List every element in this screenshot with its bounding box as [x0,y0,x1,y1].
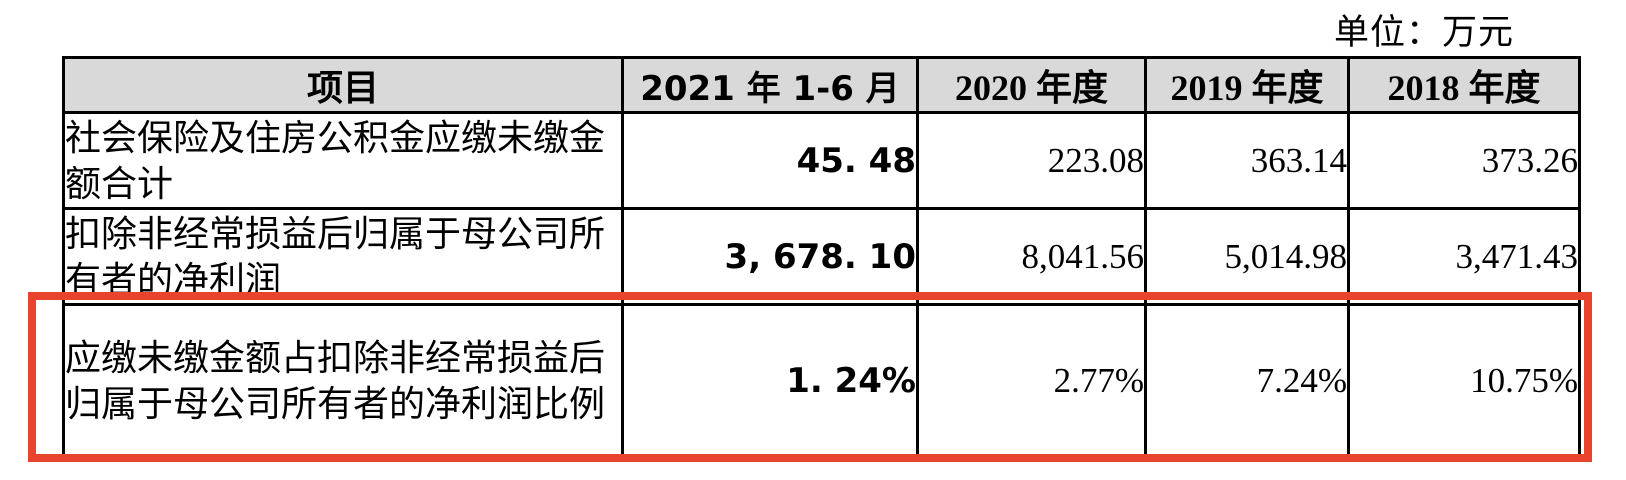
financial-table: 项目 2021 年 1-6 月 2020 年度 2019 年度 2018 年度 … [62,56,1581,459]
cell-value: 1. 24% [621,303,919,459]
cell-value: 45. 48 [621,111,919,210]
cell-value: 223.08 [916,111,1147,210]
row-label: 扣除非经常损益后归属于母公司所有者的净利润 [62,207,624,306]
column-header-2020: 2020 年度 [916,56,1147,114]
cell-value: 3,471.43 [1347,207,1581,306]
unit-label: 单位：万元 [1333,13,1514,52]
row-label: 应缴未缴金额占扣除非经常损益后归属于母公司所有者的净利润比例 [62,303,624,459]
cell-value: 373.26 [1347,111,1581,210]
table-row-social-insurance: 社会保险及住房公积金应缴未缴金额合计 45. 48 223.08 363.14 … [62,111,1581,210]
cell-value: 7.24% [1144,303,1350,459]
cell-value: 10.75% [1347,303,1581,459]
column-header-2018: 2018 年度 [1347,56,1581,114]
column-header-2019: 2019 年度 [1144,56,1350,114]
row-label: 社会保险及住房公积金应缴未缴金额合计 [62,111,624,210]
table-row-ratio: 应缴未缴金额占扣除非经常损益后归属于母公司所有者的净利润比例 1. 24% 2.… [62,303,1581,459]
table-row-net-profit: 扣除非经常损益后归属于母公司所有者的净利润 3, 678. 10 8,041.5… [62,207,1581,306]
cell-value: 8,041.56 [916,207,1147,306]
column-header-item: 项目 [62,56,624,114]
cell-value: 363.14 [1144,111,1350,210]
table-header-row: 项目 2021 年 1-6 月 2020 年度 2019 年度 2018 年度 [62,56,1581,114]
cell-value: 3, 678. 10 [621,207,919,306]
cell-value: 2.77% [916,303,1147,459]
column-header-2021h1: 2021 年 1-6 月 [621,56,919,114]
cell-value: 5,014.98 [1144,207,1350,306]
